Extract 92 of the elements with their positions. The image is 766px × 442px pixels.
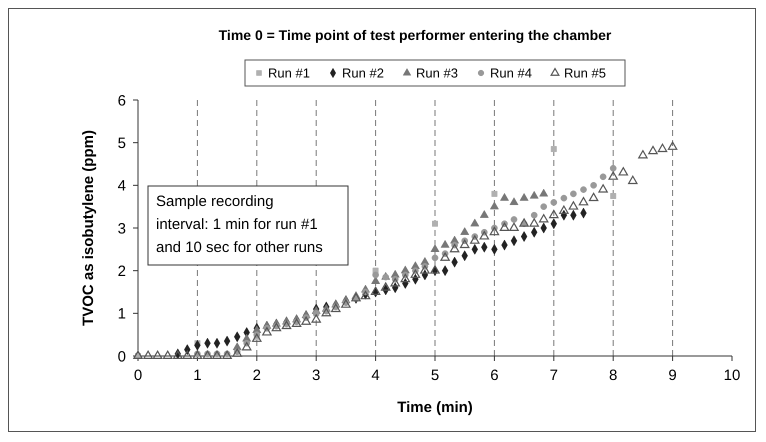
- point: [490, 202, 499, 210]
- point: [590, 182, 597, 189]
- point: [610, 164, 617, 172]
- point: [491, 190, 498, 197]
- y-tick-label: 0: [118, 348, 126, 366]
- point: [351, 292, 361, 302]
- point: [400, 274, 410, 282]
- legend-label: Run #4: [490, 66, 532, 81]
- point: [390, 278, 400, 286]
- point: [490, 226, 500, 236]
- x-tick-label: 7: [550, 367, 558, 384]
- point: [480, 231, 490, 240]
- point: [580, 186, 587, 193]
- point: [460, 240, 470, 248]
- y-tick-label: 2: [118, 262, 126, 280]
- y-tick-label: 1: [118, 306, 126, 323]
- x-tick-label: 4: [371, 367, 380, 384]
- point: [550, 199, 558, 206]
- x-tick-label: 0: [134, 367, 142, 384]
- point: [470, 235, 480, 244]
- point: [658, 144, 668, 152]
- point: [530, 190, 539, 199]
- point: [570, 190, 577, 198]
- point: [450, 244, 460, 252]
- point: [540, 203, 548, 210]
- point: [182, 350, 192, 360]
- point: [598, 184, 608, 193]
- point: [578, 196, 588, 206]
- point: [420, 265, 430, 274]
- point: [568, 201, 578, 210]
- legend-label: Run #5: [564, 66, 606, 81]
- point: [560, 194, 568, 202]
- point: [538, 214, 548, 222]
- point: [440, 252, 450, 261]
- point: [549, 210, 559, 218]
- x-tick-label: 9: [668, 367, 677, 384]
- point: [152, 350, 162, 360]
- point: [430, 244, 440, 252]
- point: [311, 314, 321, 323]
- y-tick-label: 6: [118, 92, 126, 110]
- x-tick-label: 8: [609, 367, 618, 384]
- point: [432, 220, 438, 227]
- point: [638, 150, 648, 158]
- chart-title: Time 0 = Time point of test performer entering the chamber: [218, 27, 612, 43]
- point: [372, 272, 379, 278]
- point: [648, 146, 658, 154]
- point: [610, 193, 616, 199]
- point: [430, 265, 440, 274]
- point: [530, 212, 538, 219]
- x-tick-label: 6: [490, 367, 499, 384]
- point: [470, 218, 480, 226]
- point: [510, 197, 518, 206]
- point: [410, 270, 420, 278]
- point: [143, 350, 153, 360]
- point: [432, 254, 438, 262]
- x-axis-title: Time (min): [397, 399, 473, 416]
- y-tick-label: 3: [118, 220, 126, 238]
- point: [588, 192, 598, 202]
- y-axis-title: TVOC as isobutylene (ppm): [80, 130, 97, 326]
- legend-label: Run #1: [268, 66, 310, 81]
- y-tick-label: 5: [118, 134, 126, 152]
- point: [600, 173, 606, 180]
- point: [628, 176, 638, 184]
- point: [440, 240, 450, 248]
- point: [380, 282, 390, 291]
- x-tick-label: 5: [430, 367, 440, 384]
- point: [509, 222, 519, 232]
- point: [559, 206, 569, 214]
- point: [529, 218, 539, 227]
- point: [618, 167, 628, 176]
- point: [242, 342, 252, 350]
- annotation: Sample recording interval: 1 min for run #1 and 10 sec for other runs: [156, 193, 323, 256]
- point: [539, 188, 548, 197]
- y-tick-label: 4: [118, 178, 126, 195]
- x-tick-label: 10: [724, 367, 740, 384]
- legend-label: Run #3: [416, 66, 458, 81]
- x-tick-label: 3: [312, 367, 320, 384]
- point: [608, 171, 618, 180]
- point: [480, 210, 489, 218]
- legend-label: Run #2: [342, 66, 384, 81]
- point: [520, 193, 529, 201]
- x-tick-label: 1: [193, 367, 202, 384]
- point: [668, 142, 678, 150]
- point: [460, 227, 470, 235]
- point: [162, 350, 172, 360]
- x-tick-label: 2: [252, 367, 261, 384]
- point: [262, 327, 272, 336]
- point: [500, 193, 509, 201]
- point: [510, 216, 518, 223]
- point: [550, 146, 557, 152]
- point: [301, 316, 311, 325]
- point: [500, 222, 510, 232]
